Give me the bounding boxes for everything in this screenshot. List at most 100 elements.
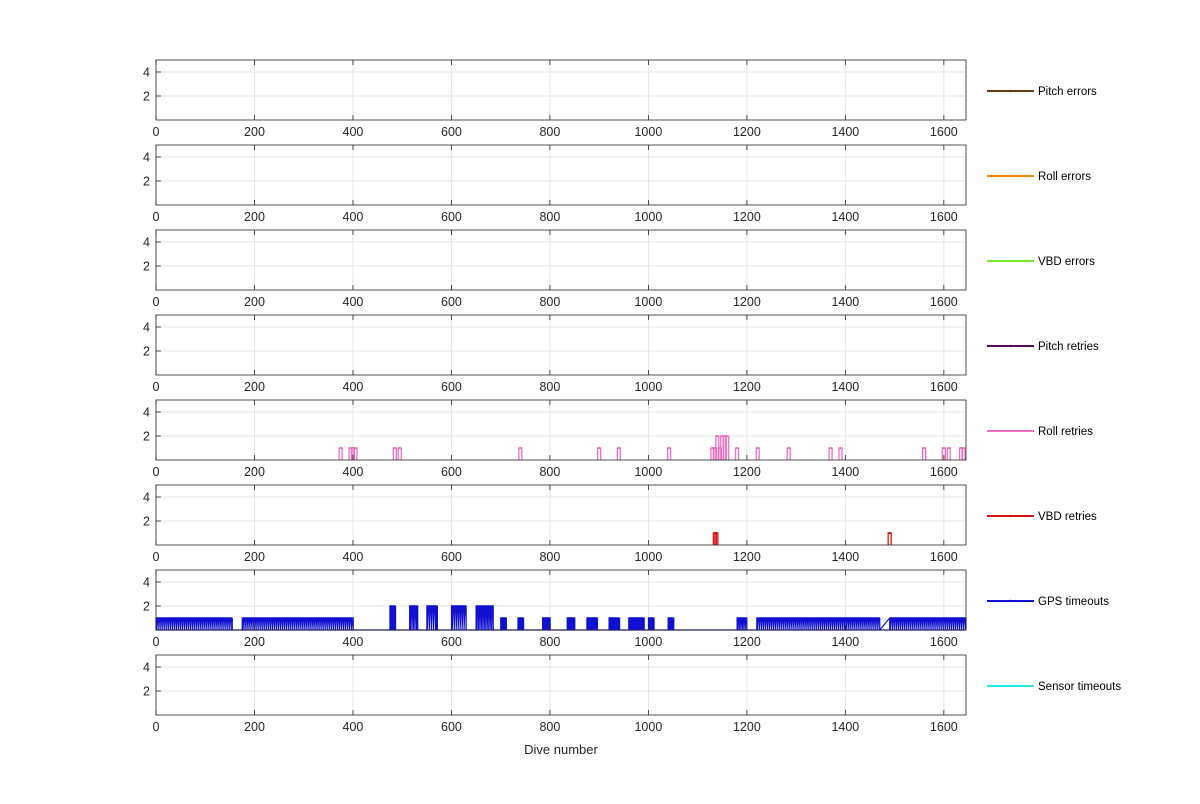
legend-label: Pitch retries: [1038, 341, 1099, 353]
x-tick-label: 1400: [831, 125, 859, 139]
data-series-block: [667, 617, 675, 631]
y-tick-label: 4: [143, 406, 150, 420]
legend-label: Sensor timeouts: [1038, 681, 1121, 693]
y-tick-label: 2: [143, 600, 150, 614]
x-tick-label: 0: [153, 380, 160, 394]
data-point: [617, 446, 620, 450]
x-tick-label: 0: [153, 295, 160, 309]
legend-label: Pitch errors: [1038, 86, 1097, 98]
x-tick-label: 600: [441, 720, 462, 734]
legend: Roll errors: [987, 171, 1091, 183]
legend: VBD retries: [987, 511, 1097, 523]
x-tick-label: 0: [153, 125, 160, 139]
y-tick-label: 4: [143, 236, 150, 250]
x-tick-label: 1200: [733, 465, 761, 479]
subplot-roll-retries: 0 200 400 600 800 1000 1200 1400 1600 2 4 Roll retr…: [143, 399, 1093, 479]
subplot-vbd-errors: 0 200 400 600 800 1000 1200 1400 1600 2 4 VBD error…: [143, 229, 1095, 309]
x-tick-label: 1400: [831, 380, 859, 394]
data-point: [715, 531, 718, 535]
x-tick-label: 0: [153, 465, 160, 479]
plot-area: [156, 400, 966, 460]
axes-box: [155, 314, 967, 376]
axes-box: [155, 569, 967, 631]
data-series-block: [647, 617, 655, 631]
x-tick-label: 600: [441, 380, 462, 394]
plot-area: [156, 230, 966, 290]
x-tick-label: 1000: [634, 295, 662, 309]
legend-label: GPS timeouts: [1038, 596, 1109, 608]
plot-area: [156, 60, 966, 120]
x-tick-label: 400: [343, 550, 364, 564]
x-tick-label: 1200: [733, 295, 761, 309]
legend-marker: [1009, 89, 1012, 93]
x-tick-label: 1600: [930, 125, 958, 139]
legend-marker: [1009, 174, 1012, 178]
x-tick-label: 600: [441, 465, 462, 479]
x-tick-label: 800: [539, 720, 560, 734]
x-tick-label: 1200: [733, 125, 761, 139]
data-point: [598, 446, 601, 450]
x-tick-label: 200: [244, 635, 265, 649]
x-tick-label: 1600: [930, 550, 958, 564]
x-tick-label: 1600: [930, 210, 958, 224]
x-tick-label: 0: [153, 720, 160, 734]
legend-marker: [1009, 429, 1012, 433]
data-point: [339, 446, 342, 450]
x-tick-label: 600: [441, 210, 462, 224]
data-series-block: [389, 605, 397, 631]
subplot-vbd-retries: 0 200 400 600 800 1000 1200 1400 1600 2 4 VBD retri…: [143, 484, 1097, 564]
legend-label: VBD retries: [1038, 511, 1097, 523]
axes-box: [155, 399, 967, 461]
x-tick-label: 200: [244, 720, 265, 734]
plot-area: [156, 315, 966, 375]
data-series-block: [586, 617, 599, 631]
axes-box: [155, 144, 967, 206]
legend: Pitch retries: [987, 341, 1099, 353]
plot-area: [156, 145, 966, 205]
data-point: [888, 531, 891, 535]
legend: GPS timeouts: [987, 596, 1109, 608]
x-tick-label: 1000: [634, 380, 662, 394]
data-series-block: [517, 617, 525, 631]
x-tick-label: 1200: [733, 635, 761, 649]
data-series-block: [500, 617, 507, 631]
x-tick-label: 1600: [930, 720, 958, 734]
data-point: [942, 446, 945, 450]
data-point: [519, 446, 522, 450]
legend-marker: [1009, 599, 1012, 603]
x-tick-label: 400: [343, 295, 364, 309]
legend-label: VBD errors: [1038, 256, 1095, 268]
data-point: [839, 446, 842, 450]
legend-label: Roll retries: [1038, 426, 1093, 438]
x-tick-label: 200: [244, 210, 265, 224]
x-tick-label: 1000: [634, 465, 662, 479]
axes-box: [155, 229, 967, 291]
axes-box: [155, 484, 967, 546]
subplot-gps-timeouts: 0 200 400 600 800 1000 1200 1400 1600 2 4 GPS timeo…: [143, 569, 1109, 649]
data-point: [398, 446, 401, 450]
data-point: [962, 446, 965, 450]
y-tick-label: 4: [143, 491, 150, 505]
data-point: [923, 446, 926, 450]
y-tick-label: 4: [143, 151, 150, 165]
data-series-block: [566, 617, 576, 631]
data-point: [716, 434, 719, 438]
x-tick-label: 0: [153, 210, 160, 224]
data-series-block: [409, 605, 419, 631]
data-point: [735, 446, 739, 450]
x-tick-label: 600: [441, 635, 462, 649]
x-tick-label: 800: [539, 380, 560, 394]
y-tick-label: 2: [143, 345, 150, 359]
y-tick-label: 2: [143, 515, 150, 529]
y-tick-label: 2: [143, 90, 150, 104]
x-tick-label: 200: [244, 125, 265, 139]
legend: VBD errors: [987, 256, 1095, 268]
legend: Roll retries: [987, 426, 1093, 438]
data-point: [393, 446, 396, 450]
x-tick-label: 400: [343, 720, 364, 734]
x-tick-label: 1000: [634, 635, 662, 649]
x-tick-label: 600: [441, 125, 462, 139]
x-tick-label: 800: [539, 210, 560, 224]
data-point: [829, 446, 832, 450]
x-tick-label: 1000: [634, 550, 662, 564]
